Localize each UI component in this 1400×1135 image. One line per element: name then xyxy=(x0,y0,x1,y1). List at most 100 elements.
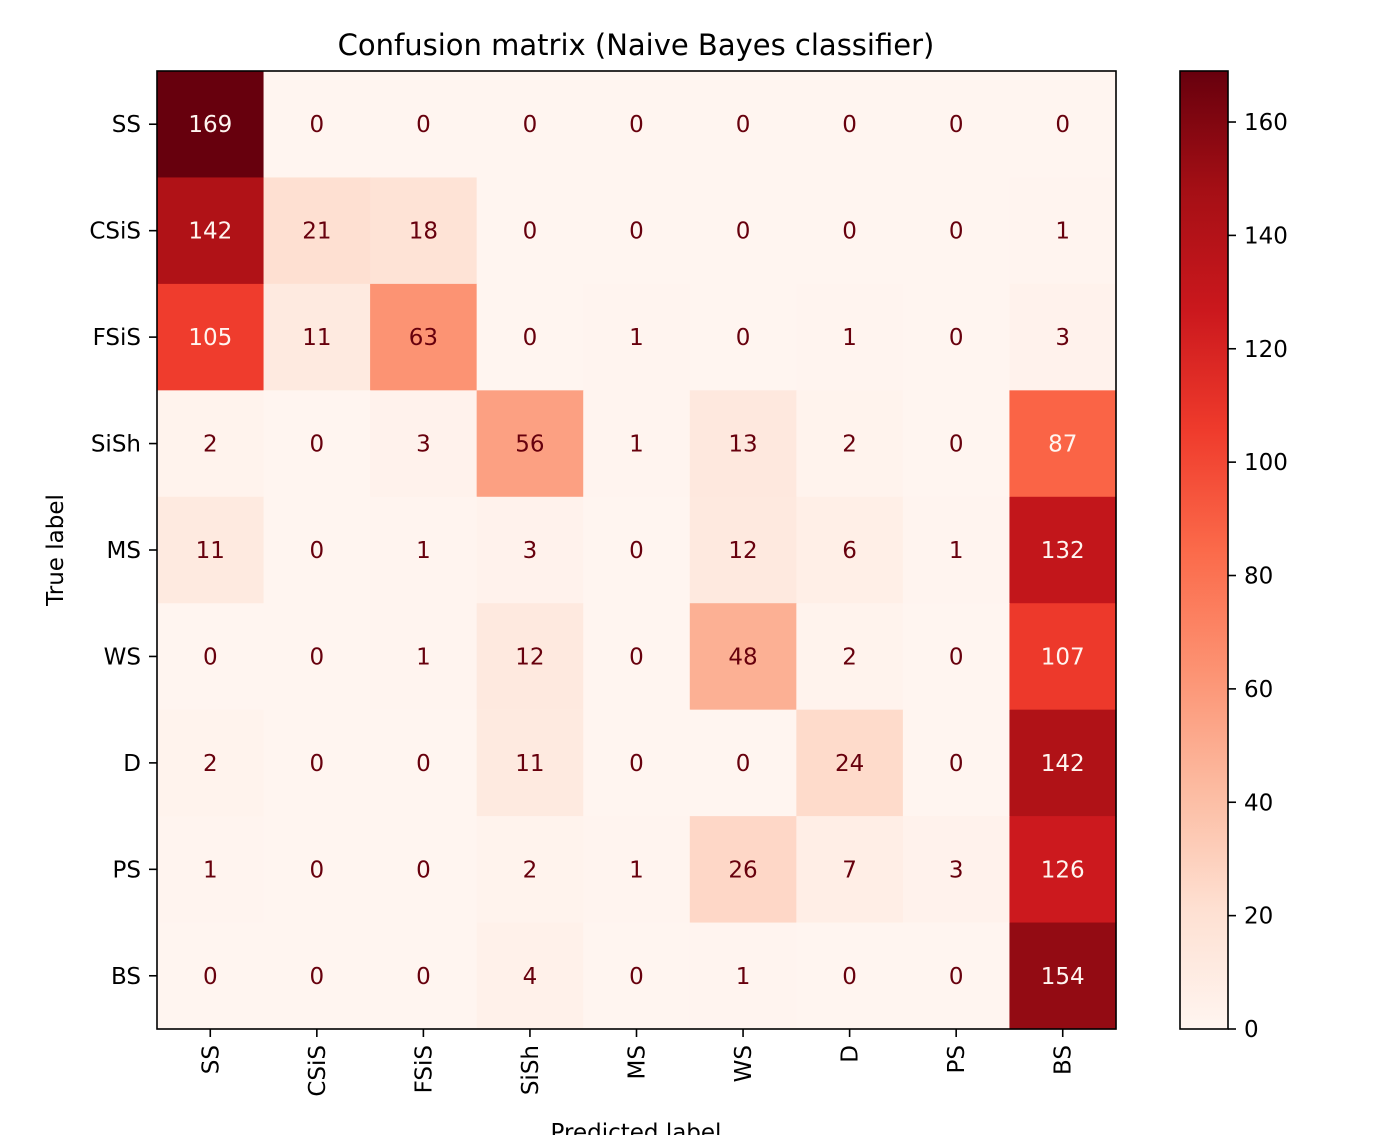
cell-value-label: 3 xyxy=(1055,325,1070,351)
cell-value-label: 1 xyxy=(842,325,857,351)
cell-value-label: 3 xyxy=(523,538,538,564)
heatmap-cell xyxy=(263,390,371,498)
x-tick-label: FSiS xyxy=(411,1045,437,1093)
cell-value-label: 1 xyxy=(203,857,218,883)
heatmap-cell xyxy=(796,709,904,817)
heatmap-cell xyxy=(476,709,584,817)
cell-value-label: 0 xyxy=(310,751,325,777)
cell-value-label: 3 xyxy=(416,432,431,458)
heatmap-cell xyxy=(263,922,371,1030)
cell-value-label: 0 xyxy=(1055,112,1070,138)
heatmap-cell xyxy=(157,922,265,1030)
heatmap-cell xyxy=(370,709,478,817)
heatmap-cell xyxy=(157,816,265,924)
heatmap-cell xyxy=(263,496,371,604)
cell-value-label: 132 xyxy=(1041,538,1085,564)
cell-value-label: 0 xyxy=(736,325,751,351)
heatmap-cell xyxy=(583,71,691,179)
heatmap-cell xyxy=(902,816,1011,924)
cell-value-label: 0 xyxy=(949,219,964,245)
cell-value-label: 1 xyxy=(416,538,431,564)
y-tick-label: SiSh xyxy=(91,432,141,458)
colorbar-tick-label: 20 xyxy=(1244,904,1273,930)
cell-value-label: 0 xyxy=(629,751,644,777)
cell-value-label: 48 xyxy=(728,644,757,670)
colorbar-tick-label: 40 xyxy=(1244,790,1273,816)
cell-value-label: 0 xyxy=(416,751,431,777)
cell-value-label: 0 xyxy=(203,964,218,990)
heatmap-cell xyxy=(1009,496,1117,604)
heatmap-cell xyxy=(476,922,584,1030)
chart-title: Confusion matrix (Naive Bayes classifier… xyxy=(338,28,935,62)
x-tick-label: SiSh xyxy=(518,1045,544,1095)
heatmap-cell xyxy=(476,390,584,498)
cell-value-label: 87 xyxy=(1048,432,1077,458)
heatmap-cell xyxy=(157,709,265,817)
cell-value-label: 105 xyxy=(188,325,232,351)
cell-value-label: 0 xyxy=(949,644,964,670)
cell-value-label: 0 xyxy=(629,112,644,138)
cell-value-label: 0 xyxy=(416,964,431,990)
cell-value-label: 1 xyxy=(629,325,644,351)
cell-value-label: 1 xyxy=(629,857,644,883)
heatmap-cell xyxy=(583,390,691,498)
heatmap-cell xyxy=(1009,709,1117,817)
cell-value-label: 169 xyxy=(188,112,232,138)
cell-value-label: 24 xyxy=(835,751,864,777)
heatmap-cell xyxy=(370,816,478,924)
cell-value-label: 1 xyxy=(736,964,751,990)
heatmap-cell xyxy=(263,71,371,179)
cell-value-label: 0 xyxy=(523,112,538,138)
x-tick-label: PS xyxy=(944,1045,970,1073)
heatmap-cell xyxy=(796,71,904,179)
heatmap-cell xyxy=(370,390,478,498)
x-tick-label: SS xyxy=(198,1045,224,1074)
cell-value-label: 13 xyxy=(728,432,757,458)
cell-value-label: 11 xyxy=(302,325,331,351)
heatmap-cell xyxy=(583,496,691,604)
x-tick-label: BS xyxy=(1051,1045,1077,1075)
heatmap-cell xyxy=(902,177,1011,285)
y-tick-label: CSiS xyxy=(89,219,141,245)
cell-value-label: 126 xyxy=(1041,857,1085,883)
cell-value-label: 4 xyxy=(523,964,538,990)
heatmap-cell xyxy=(1009,603,1117,711)
cell-value-label: 0 xyxy=(629,538,644,564)
cell-value-label: 0 xyxy=(949,432,964,458)
heatmap-cell xyxy=(370,177,478,285)
heatmap-cell xyxy=(583,709,691,817)
heatmap-cell xyxy=(370,496,478,604)
cell-value-label: 1 xyxy=(949,538,964,564)
heatmap-cell xyxy=(583,283,691,391)
heatmap-cell xyxy=(902,390,1011,498)
cell-value-label: 0 xyxy=(842,964,857,990)
heatmap-cell xyxy=(689,177,797,285)
cell-value-label: 0 xyxy=(949,112,964,138)
cell-value-label: 3 xyxy=(949,857,964,883)
y-tick-label: MS xyxy=(107,538,141,564)
heatmap-cell xyxy=(689,603,797,711)
y-tick-label: D xyxy=(123,751,141,777)
heatmap-cell xyxy=(157,283,265,391)
cell-value-label: 0 xyxy=(736,219,751,245)
heatmap-cell xyxy=(796,603,904,711)
heatmap-cell xyxy=(902,709,1011,817)
y-tick-label: FSiS xyxy=(93,325,141,351)
heatmap-cells xyxy=(157,71,1117,1030)
y-tick-label: WS xyxy=(104,644,141,670)
cell-value-label: 0 xyxy=(736,112,751,138)
cell-value-label: 11 xyxy=(196,538,225,564)
cell-value-label: 12 xyxy=(515,644,544,670)
cell-value-label: 2 xyxy=(842,432,857,458)
heatmap-cell xyxy=(370,283,478,391)
cell-value-label: 1 xyxy=(416,644,431,670)
heatmap-cell xyxy=(476,71,584,179)
cell-value-label: 0 xyxy=(523,219,538,245)
x-tick-label: WS xyxy=(731,1045,757,1082)
heatmap-cell xyxy=(370,922,478,1030)
cell-value-label: 0 xyxy=(310,857,325,883)
cell-value-label: 1 xyxy=(629,432,644,458)
cell-value-label: 154 xyxy=(1041,964,1085,990)
x-tick-label: CSiS xyxy=(305,1045,331,1097)
heatmap-cell xyxy=(796,816,904,924)
